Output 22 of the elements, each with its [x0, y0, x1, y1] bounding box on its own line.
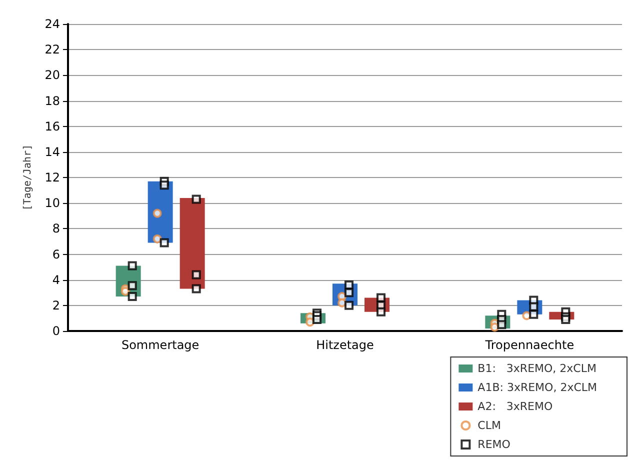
legend-label: A2: 3xREMO [478, 400, 553, 413]
x-tick-label: Sommertage [121, 338, 200, 352]
y-tick-label: 18 [44, 94, 60, 108]
y-tick-label: 20 [44, 68, 60, 82]
x-tick-label: Hitzetage [316, 338, 374, 352]
legend-label: REMO [478, 438, 511, 451]
y-tick-label: 12 [44, 170, 60, 184]
y-tick-label: 0 [52, 324, 60, 338]
legend-label: CLM [478, 419, 501, 432]
y-tick-label: 10 [44, 196, 60, 210]
y-tick-label: 24 [44, 17, 60, 31]
y-tick-label: 22 [44, 42, 60, 57]
y-axis-title: [Tage/Jahr] [22, 144, 34, 211]
y-tick-label: 14 [44, 144, 60, 159]
y-tick-label: 4 [52, 272, 60, 287]
legend-label: A1B: 3xREMO, 2xCLM [478, 381, 598, 394]
legend-label: B1: 3xREMO, 2xCLM [478, 362, 596, 375]
x-tick-label: Tropennaechte [484, 338, 574, 352]
y-tick-label: 16 [44, 119, 60, 134]
y-tick-label: 6 [52, 247, 60, 262]
y-tick-label: 2 [52, 298, 60, 312]
y-tick-label: 8 [52, 222, 60, 236]
